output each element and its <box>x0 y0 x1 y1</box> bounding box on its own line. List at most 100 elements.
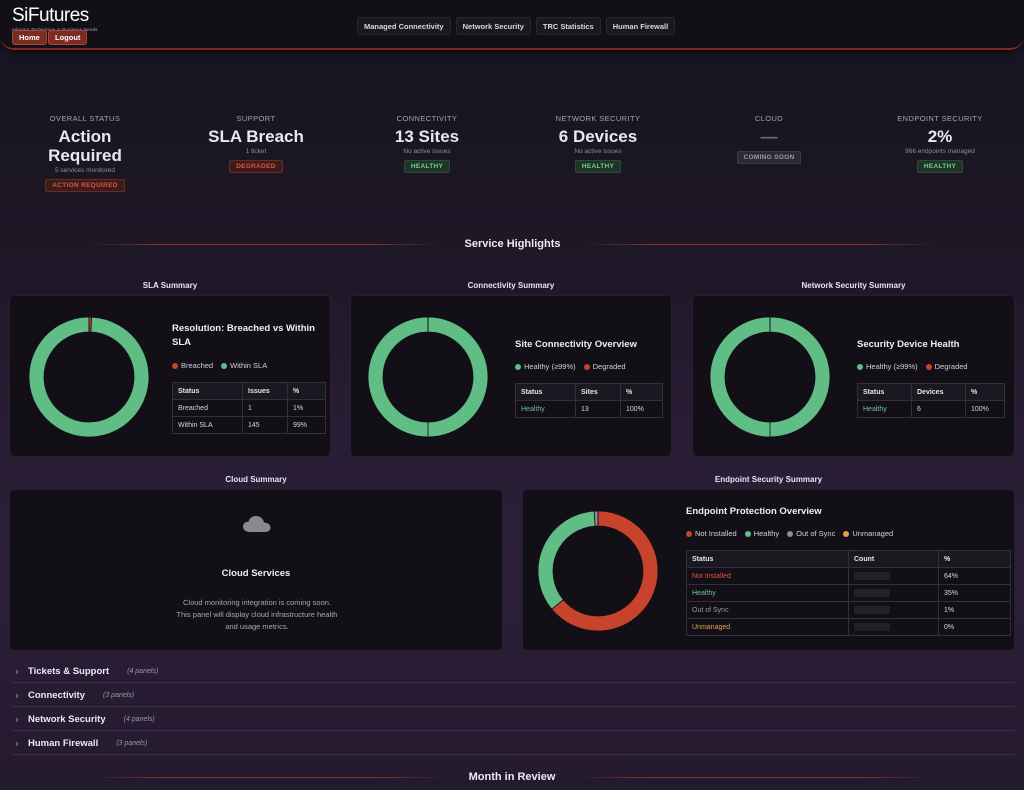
nav-network-security[interactable]: Network Security <box>455 17 531 35</box>
donut-slice-out-of-sync[interactable] <box>593 510 599 527</box>
legend-dot <box>583 363 590 370</box>
endpoint-donut-chart <box>537 510 659 632</box>
cloud-icon <box>243 516 271 532</box>
table-cell: 35% <box>938 584 1011 602</box>
donut-slice-healthy-99[interactable] <box>367 316 489 438</box>
legend-item[interactable]: Out of Sync <box>787 529 835 538</box>
legend-item[interactable]: Not Installed <box>686 529 737 538</box>
redacted-count <box>854 589 890 597</box>
chart-heading: Endpoint Protection Overview <box>686 506 822 517</box>
cloud-text-line: This panel will display cloud infrastruc… <box>176 610 338 619</box>
table-cell: 6 <box>911 400 966 418</box>
legend-label: Breached <box>181 361 214 370</box>
table-cell: Out of Sync <box>686 601 849 619</box>
chart-heading: Security Device Health <box>857 339 960 350</box>
donut-slice-healthy-99[interactable] <box>709 316 831 438</box>
table-cell: Healthy <box>686 584 849 602</box>
status-badge: COMING SOON <box>736 151 802 164</box>
kpi-value: 6 Devices <box>558 127 638 146</box>
chevron-right-icon: › <box>15 667 19 676</box>
collapsible-count: (4 panels) <box>127 668 159 675</box>
section-divider <box>92 777 447 778</box>
kpi-label: Overall Status <box>49 114 121 123</box>
cloud-heading: Cloud Services <box>221 568 291 579</box>
nav-managed-connectivity[interactable]: Managed Connectivity <box>357 17 451 35</box>
table-cell <box>848 567 939 585</box>
column-header: Status <box>857 383 912 401</box>
column-header: Issues <box>242 382 288 400</box>
table-row: Breached 1 1% <box>172 399 326 417</box>
legend-item[interactable]: Within SLA <box>221 361 267 370</box>
column-header: % <box>620 383 663 401</box>
kpi-connectivity: Connectivity 13 Sites No active issues H… <box>347 114 507 173</box>
logo-tagline: Infusing Technology in Business Needs <box>12 27 98 32</box>
legend-item[interactable]: Unmanaged <box>843 529 893 538</box>
chart-heading: Site Connectivity Overview <box>515 339 637 350</box>
column-header: Status <box>686 550 849 568</box>
table-row: Out of Sync 1% <box>686 601 1011 619</box>
cloud-text-line: Cloud monitoring integration is coming s… <box>183 598 331 607</box>
donut-slice-within-sla[interactable] <box>28 316 150 438</box>
column-header: Status <box>172 382 243 400</box>
table-cell: 13 <box>575 400 621 418</box>
legend-label: Degraded <box>934 362 968 371</box>
nav-trc-statistics[interactable]: TRC Statistics <box>535 17 601 35</box>
status-badge: ACTION REQUIRED <box>45 179 125 192</box>
panel-title: Network Security Summary <box>801 281 906 290</box>
table-cell <box>848 584 939 602</box>
legend-item[interactable]: Degraded <box>583 362 626 371</box>
cloud-summary-panel: Cloud Services Cloud monitoring integrat… <box>9 489 503 651</box>
table-header: Status Devices % <box>857 383 1005 401</box>
chart-heading: Resolution: Breached vs Within SLA <box>172 323 315 348</box>
legend-item[interactable]: Healthy (≥99%) <box>857 362 918 371</box>
section-divider <box>577 777 932 778</box>
panel-title: SLA Summary <box>142 281 198 290</box>
collapsible-connectivity[interactable]: › Connectivity (3 panels) <box>12 685 1015 707</box>
legend-dot <box>925 363 932 370</box>
connectivity-donut-chart <box>367 316 489 438</box>
collapsible-tickets-support[interactable]: › Tickets & Support (4 panels) <box>12 661 1015 683</box>
network-security-summary-panel: Security Device Health Healthy (≥99%) De… <box>692 295 1015 457</box>
collapsible-label: Network Security <box>28 714 106 725</box>
kpi-sub: 966 endpoints managed <box>905 148 975 155</box>
legend-item[interactable]: Degraded <box>925 362 968 371</box>
collapsible-label: Connectivity <box>28 690 86 701</box>
chart-legend: Healthy (≥99%) Degraded <box>857 362 968 371</box>
legend-item[interactable]: Healthy <box>744 529 779 538</box>
donut-slice-healthy[interactable] <box>537 510 596 610</box>
legend-item[interactable]: Healthy (≥99%) <box>515 362 576 371</box>
kpi-value: SLA Breach <box>208 127 304 146</box>
kpi-label: Cloud <box>754 114 784 123</box>
legend-dot <box>744 530 751 537</box>
logo[interactable]: SiFutures Infusing Technology in Busines… <box>12 5 98 33</box>
kpi-network-security: Network Security 6 Devices No active iss… <box>518 114 678 173</box>
table-cell: 145 <box>242 416 288 434</box>
sla-table: Status Issues % Breached 1 1% Within SLA… <box>172 382 326 434</box>
column-header: Status <box>515 383 576 401</box>
legend-label: Degraded <box>592 362 626 371</box>
chart-legend: Breached Within SLA <box>172 361 267 370</box>
collapsible-human-firewall[interactable]: › Human Firewall (3 panels) <box>12 733 1015 755</box>
table-cell: 1 <box>242 399 288 417</box>
collapsible-count: (4 panels) <box>123 716 155 723</box>
nav-human-firewall[interactable]: Human Firewall <box>605 17 676 35</box>
home-button[interactable]: Home <box>12 30 47 45</box>
cloud-text-line: and usage metrics. <box>225 622 289 631</box>
sla-summary-panel: Resolution: Breached vs Within SLA Breac… <box>9 295 331 457</box>
table-cell: Within SLA <box>172 416 243 434</box>
connectivity-table: Status Sites % Healthy 13 100% <box>515 383 663 418</box>
legend-item[interactable]: Breached <box>172 361 213 370</box>
kpi-label: Network Security <box>555 114 641 123</box>
column-header: Count <box>848 550 939 568</box>
donut-slice-not-installed[interactable] <box>551 510 659 632</box>
panel-title: Cloud Summary <box>225 475 287 484</box>
collapsible-network-security[interactable]: › Network Security (4 panels) <box>12 709 1015 731</box>
logo-text: SiFutures <box>12 5 89 26</box>
kpi-value: 2% <box>927 127 953 146</box>
table-cell: 99% <box>287 416 326 434</box>
table-cell: 1% <box>938 601 1011 619</box>
kpi-sub: 5 services monitored <box>55 167 115 174</box>
panel-title: Connectivity Summary <box>467 281 555 290</box>
kpi-support: Support SLA Breach 1 ticket DEGRADED <box>176 114 336 173</box>
logout-button[interactable]: Logout <box>48 30 88 45</box>
